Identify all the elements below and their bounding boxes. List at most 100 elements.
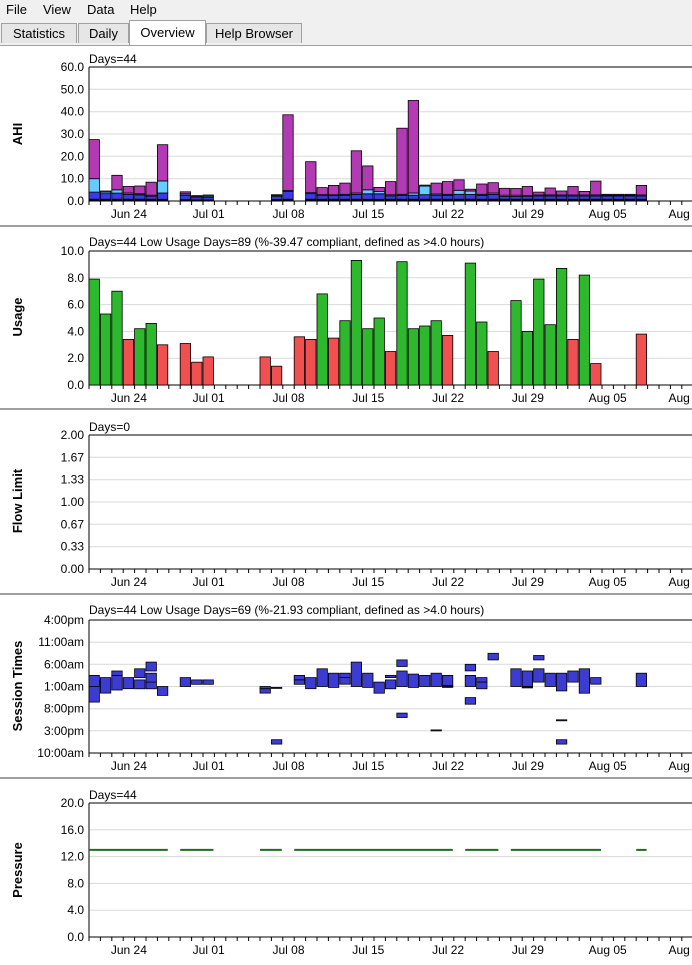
session-bar: [464, 675, 477, 687]
session-bar: [635, 672, 648, 687]
ahi-x-tick-label: Jun 24: [111, 207, 147, 221]
ahi-bar-segment: [100, 190, 112, 193]
session-bar: [396, 659, 408, 667]
session-bar: [510, 668, 522, 687]
usage-x-tick-label: Aug 05: [589, 391, 627, 405]
ahi-bar-segment: [544, 187, 556, 196]
pressure-x-tick-label: Jun 24: [111, 943, 147, 957]
session-bar: [316, 668, 328, 687]
menu-help[interactable]: Help: [130, 2, 157, 17]
ahi-bar-segment: [156, 192, 169, 200]
usage-bar: [122, 338, 134, 386]
usage-bar: [590, 363, 602, 386]
ahi-bar-segment: [453, 179, 465, 191]
ahi-y-tick-label: 40.0: [61, 105, 85, 119]
ahi-bar-segment: [384, 181, 397, 196]
sessions-x-tick-label: Jul 01: [193, 759, 225, 773]
menu-file[interactable]: File: [6, 2, 27, 17]
usage-bar: [396, 261, 408, 386]
session-bar: [202, 679, 214, 685]
flow_limit-y-tick-label: 1.00: [61, 495, 85, 509]
ahi-bar-segment: [88, 191, 100, 200]
session-times-axis-label: Session Times: [10, 641, 25, 732]
ahi-bar-segment: [362, 193, 374, 200]
usage-bar: [373, 317, 385, 386]
usage-bar: [259, 356, 271, 386]
ahi-bar-segment: [145, 181, 157, 196]
sessions-x-tick-label: Jul 08: [272, 759, 304, 773]
ahi-bar-segment: [122, 193, 134, 200]
session-bar: [464, 663, 477, 672]
session-bar: [487, 652, 499, 661]
session-bar: [145, 681, 157, 690]
ahi-bar-segment: [88, 139, 100, 180]
ahi-bar-segment: [202, 194, 214, 197]
tab-help-browser[interactable]: Help Browser: [206, 23, 302, 43]
session-bar: [476, 681, 488, 690]
session-bar: [191, 679, 203, 685]
usage-plot-area[interactable]: 0.0 2.0 4.0 6.0 8.0 10.0 Jun 24 Jul 01 Jul 08 Jul…: [61, 244, 692, 405]
ahi-bar-segment: [156, 144, 169, 182]
session-bar: [430, 672, 442, 687]
usage-x-tick-label: Jul 15: [352, 391, 384, 405]
tab-overview[interactable]: Overview: [129, 20, 206, 45]
pressure-x-tick-label: Jul 22: [432, 943, 464, 957]
ahi-bar-segment: [510, 196, 522, 200]
ahi-bar-segment: [362, 165, 374, 191]
usage-axis-label: Usage: [10, 297, 25, 336]
sessions-y-tick-label: 11:00am: [38, 635, 84, 649]
ahi-bar-segment: [134, 194, 146, 200]
ahi-bar-segment: [556, 190, 568, 196]
session-times-chart-title: Days=44 Low Usage Days=69 (%-21.93 compl…: [89, 603, 484, 617]
tab-daily[interactable]: Daily: [78, 23, 129, 43]
ahi-bar-segment: [100, 193, 112, 200]
menu-view[interactable]: View: [43, 2, 71, 17]
usage-x-tick-label: Jun 24: [111, 391, 147, 405]
session-bar: [88, 675, 100, 687]
session-bar: [145, 661, 157, 672]
ahi-x-tick-label: Aug 12: [668, 207, 692, 221]
ahi-bar-segment: [305, 161, 317, 194]
usage-bar: [487, 351, 499, 386]
session-bar: [578, 668, 591, 694]
flow_limit-y-tick-label: 0.33: [61, 540, 85, 554]
ahi-x-tick-label: Jul 22: [432, 207, 464, 221]
ahi-bar-segment: [327, 184, 340, 196]
ahi-bar-segment: [601, 193, 613, 196]
ahi-bar-segment: [407, 194, 420, 200]
session-bar: [111, 675, 123, 691]
flow-limit-chart-panel: Days=0 Flow Limit 0.00 0.33 0.67 1.00 1.33 1.…: [10, 420, 692, 589]
ahi-bar-segment: [362, 189, 374, 195]
session-bar: [544, 672, 556, 687]
usage-bar: [111, 290, 123, 386]
ahi-bar-segment: [613, 193, 625, 196]
session-bar: [339, 672, 351, 679]
usage-bar: [476, 321, 488, 386]
session-bar: [476, 677, 488, 683]
ahi-bar-segment: [396, 194, 408, 200]
sessions-x-tick-label: Jul 29: [512, 759, 544, 773]
session-bar: [293, 679, 306, 685]
ahi-plot-area[interactable]: 0.0 10.0 20.0 30.0 40.0 50.0 60.0 Jun 24 Jul 01 J…: [61, 60, 692, 221]
session-times-plot-area[interactable]: 10:00am 3:00pm 8:00pm 1:00am 6:00am 11:00am 4:…: [37, 613, 692, 773]
flow_limit-y-tick-label: 2.00: [61, 428, 85, 442]
usage-y-tick-label: 0.0: [67, 378, 84, 392]
usage-bar: [578, 274, 591, 386]
ahi-bar-segment: [510, 188, 522, 196]
usage-bar: [156, 344, 169, 386]
flow_limit-y-tick-label: 1.67: [61, 450, 85, 464]
session-bar: [384, 679, 397, 690]
pressure-y-tick-label: 4.0: [67, 903, 84, 917]
menu-data[interactable]: Data: [87, 2, 115, 17]
tab-statistics[interactable]: Statistics: [1, 23, 77, 43]
usage-bar: [100, 313, 112, 386]
session-bar: [179, 677, 191, 687]
ahi-bar-segment: [464, 190, 477, 195]
usage-bar: [635, 333, 648, 386]
session-bar: [134, 679, 146, 690]
session-bar: [396, 712, 408, 718]
pressure-plot-area[interactable]: 0.0 4.0 8.0 12.0 16.0 20.0 Jun 24 Jul 01 Jul 08 J…: [61, 796, 692, 957]
session-bar: [270, 739, 283, 745]
usage-bar: [533, 278, 545, 386]
flow-limit-plot-area[interactable]: 0.00 0.33 0.67 1.00 1.33 1.67 2.00 Jun 24 Jul 01…: [61, 428, 692, 589]
